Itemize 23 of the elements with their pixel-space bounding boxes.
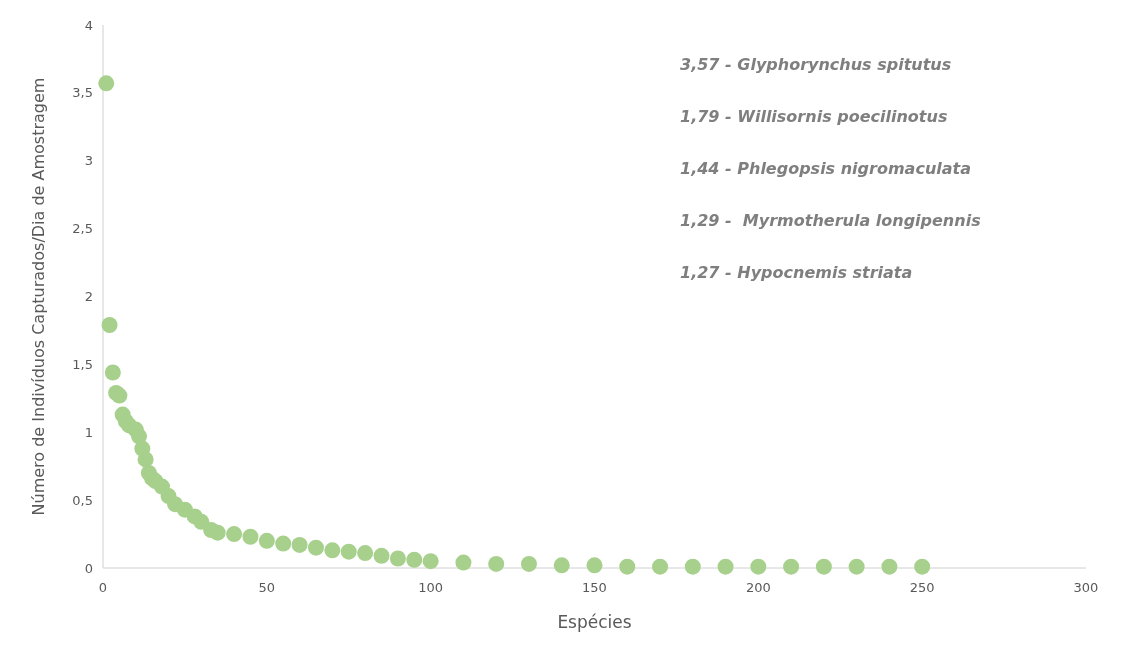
y-tick-label: 0,5	[72, 492, 93, 508]
x-tick-label: 250	[909, 580, 935, 595]
x-tick-label: 50	[258, 580, 276, 595]
x-axis-title: Espécies	[557, 612, 632, 632]
y-tick-label: 1	[84, 424, 93, 440]
x-tick-label: 100	[418, 580, 444, 595]
x-tick-label: 200	[745, 580, 771, 595]
x-tick-label: 300	[1073, 580, 1099, 595]
y-tick-label: 3	[84, 153, 93, 169]
x-tick-label: 0	[98, 580, 108, 595]
annotation: 1,27 - Hypocnemis striata	[680, 263, 913, 282]
y-tick-label: 0	[84, 560, 93, 576]
annotation: 1,79 - Willisornis poecilinotus	[680, 107, 948, 126]
y-tick-label: 1,5	[72, 356, 93, 372]
annotation: 1,29 - Myrmotherula longipennis	[680, 211, 981, 230]
y-tick-label: 2,5	[72, 221, 93, 237]
y-tick-label: 2	[84, 289, 93, 305]
annotation: 1,44 - Phlegopsis nigromaculata	[680, 159, 971, 178]
x-tick-label: 150	[582, 580, 607, 595]
y-axis-title: Número de Indivíduos Capturados/Dia de Amostragem	[29, 77, 48, 516]
y-tick-label: 3,5	[72, 85, 93, 101]
y-tick-label: 4	[84, 17, 93, 33]
annotation: 3,57 - Glyphorynchus spitutus	[680, 55, 952, 74]
